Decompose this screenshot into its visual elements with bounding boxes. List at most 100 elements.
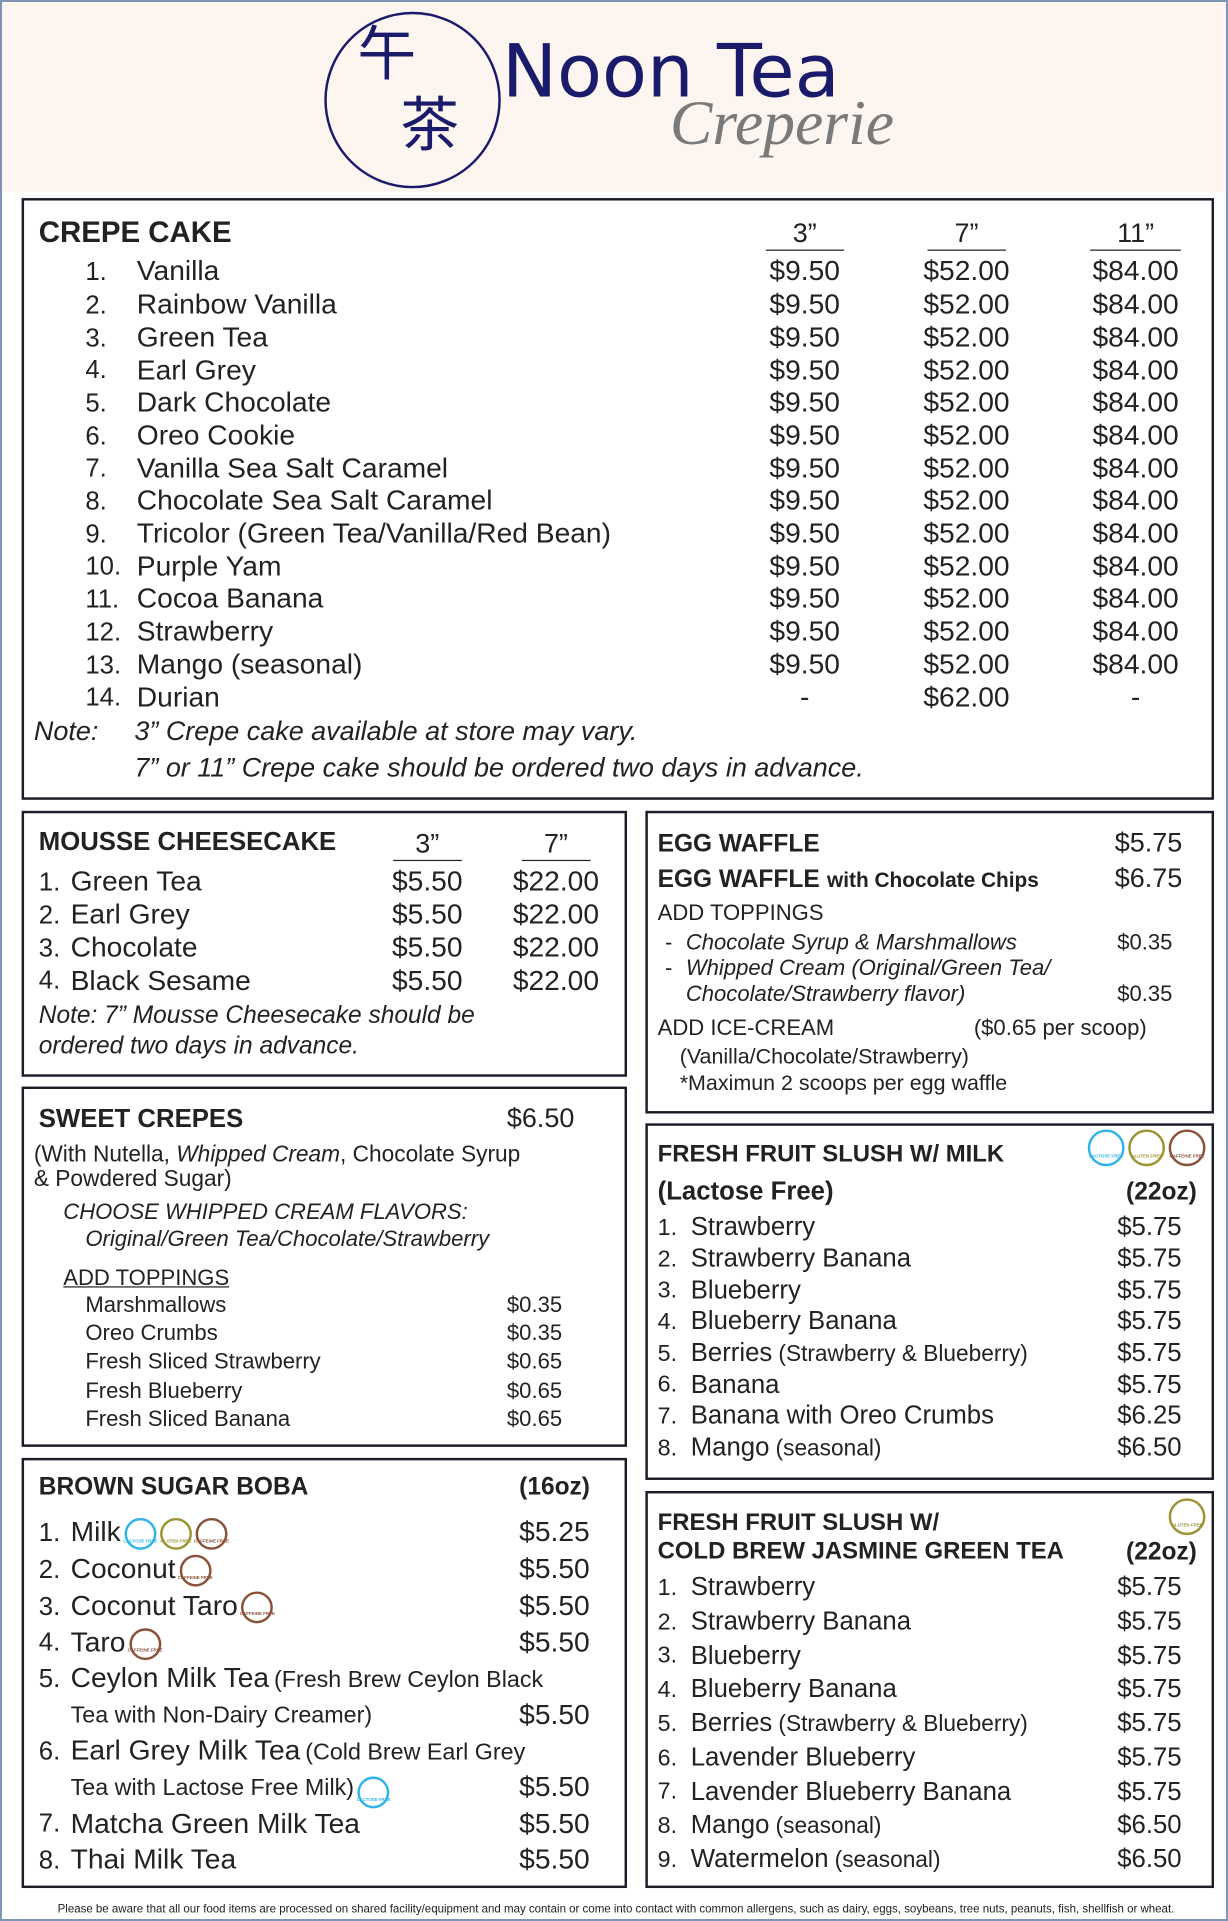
item-name: Strawberry	[136, 614, 274, 647]
badge: LACTOSE FREE	[123, 1518, 157, 1551]
item-number: 2.	[657, 1609, 678, 1636]
text: (seasonal)	[775, 1812, 882, 1839]
slush-green-tea-panel	[645, 1490, 1215, 1889]
item-price: $52.00	[923, 353, 1010, 386]
item-name: Dark Chocolate	[136, 385, 332, 418]
item-name: Blueberry Banana	[691, 1309, 897, 1335]
flavors: Original/Green Tea/Chocolate/Strawberry	[85, 1225, 490, 1251]
item-number: 6.	[657, 1372, 678, 1399]
item-number: 3.	[657, 1278, 678, 1304]
item-number: 3.	[38, 1592, 61, 1621]
badge: CAFFEINE FREE	[194, 1518, 229, 1551]
size-header: 7”	[927, 220, 1006, 252]
item-name: Strawberry Banana	[691, 1246, 911, 1272]
item-name: Mango (seasonal)	[691, 1813, 882, 1839]
item-price: $22.00	[512, 930, 600, 963]
item-name: Matcha Green Milk Tea	[71, 1809, 360, 1837]
item-price: $5.50	[519, 1843, 590, 1875]
item-price: $5.75	[1117, 1709, 1182, 1738]
mousse-panel	[21, 810, 628, 1077]
text: (Fresh Brew Ceylon Black	[273, 1667, 544, 1694]
size-header: 3”	[765, 220, 844, 252]
text: Tea with Lactose Free Milk)	[70, 1775, 355, 1802]
text: Strawberry Banana	[690, 1244, 912, 1273]
bullet: -	[664, 929, 673, 954]
text: Milk	[70, 1516, 121, 1548]
size: (22oz)	[1126, 1538, 1197, 1566]
item-price: $52.00	[923, 287, 1010, 320]
topping-price: $0.65	[506, 1349, 563, 1374]
text: with Chocolate Chips	[827, 868, 1039, 892]
item-number: 8.	[657, 1813, 678, 1840]
item-name: Mango (seasonal)	[691, 1435, 882, 1461]
item-price: -	[1130, 680, 1141, 713]
item-number: 5.	[38, 1664, 61, 1694]
text: & Powdered Sugar)	[33, 1165, 232, 1192]
text: , Chocolate Syrup	[340, 1140, 521, 1167]
item-number: 2.	[85, 291, 107, 320]
item-price: $5.75	[1117, 1607, 1182, 1636]
item-price: $84.00	[1092, 516, 1179, 549]
item-price: $5.75	[1117, 1275, 1182, 1305]
item-price: $52.00	[923, 418, 1010, 451]
topping-price: $0.35	[1117, 980, 1173, 1006]
subheading: CHOOSE WHIPPED CREAM FLAVORS:	[63, 1198, 468, 1224]
item-name: Blueberry Banana	[691, 1677, 897, 1703]
item-number: 8.	[657, 1435, 678, 1462]
size-header: 3”	[393, 830, 462, 862]
item-number: 4.	[38, 966, 61, 995]
item-price: $5.50	[519, 1588, 590, 1621]
item-price: $84.00	[1092, 418, 1179, 451]
item-name: Tricolor (Green Tea/Vanilla/Red Bean)	[136, 516, 611, 549]
badge: LACTOSE FREE	[357, 1776, 391, 1809]
item-number: 6.	[38, 1737, 61, 1766]
size-header: 7”	[521, 830, 590, 862]
item-price: $22.00	[512, 963, 600, 996]
text: Mango	[690, 1433, 770, 1462]
item-price: $52.00	[923, 451, 1010, 484]
item-price: $5.75	[1117, 1641, 1182, 1670]
egg-waffle-panel	[645, 810, 1215, 1114]
item-note: Tea with Lactose Free Milk) LACTOSE FREE	[70, 1775, 391, 1809]
item-price: $5.25	[519, 1516, 590, 1548]
topping-price: $0.35	[506, 1320, 563, 1346]
item-name: Milk LACTOSE FREE GLUTEN FREE CAFFEINE FREE	[70, 1516, 229, 1551]
text: Watermelon	[690, 1845, 829, 1874]
item-name: EGG WAFFLE	[658, 832, 820, 857]
item-price: $5.75	[1117, 1370, 1182, 1399]
subheading: ADD TOPPINGS	[657, 899, 824, 925]
note: 3” Crepe cake available at store may var…	[134, 715, 638, 747]
text: Tea with Non-Dairy Creamer)	[70, 1703, 373, 1729]
text: (seasonal)	[834, 1846, 941, 1873]
disclaimer: Please be aware that all our food items …	[57, 1901, 1175, 1916]
item-price: $9.50	[769, 647, 840, 680]
logo-char: 午	[357, 22, 417, 88]
price-note: ($0.65 per scoop)	[973, 1015, 1147, 1040]
topping-price: $0.35	[506, 1292, 563, 1317]
badge: GLUTEN FREE	[1128, 1129, 1165, 1167]
item-number: 7.	[657, 1779, 678, 1806]
item-price: $62.00	[923, 680, 1010, 713]
badge: GLUTEN FREE	[159, 1518, 192, 1551]
item-price: $9.50	[769, 320, 840, 353]
item-name: Strawberry Banana	[691, 1608, 911, 1634]
text: (Strawberry & Blueberry)	[778, 1710, 1028, 1737]
item-price: $22.00	[512, 898, 600, 930]
item-price: $6.50	[1117, 1433, 1182, 1462]
note: Note: 7” Mousse Cheesecake should be	[38, 1002, 475, 1029]
section-title: FRESH FRUIT SLUSH W/	[657, 1509, 940, 1537]
item-number: 13.	[85, 650, 122, 680]
item-price: $6.75	[1114, 862, 1183, 894]
item-number: 4.	[657, 1309, 678, 1336]
item-price: -	[800, 680, 810, 713]
topping: Oreo Crumbs	[85, 1320, 218, 1346]
topping-price: $0.65	[506, 1377, 563, 1403]
topping: Whipped Cream (Original/Green Tea/	[685, 955, 1051, 980]
item-price: $52.00	[923, 385, 1010, 418]
item-number: 14.	[85, 683, 122, 712]
note: ordered two days in advance.	[38, 1032, 359, 1060]
item-name: Oreo Cookie	[136, 418, 296, 451]
item-price: $5.75	[1117, 1307, 1182, 1336]
